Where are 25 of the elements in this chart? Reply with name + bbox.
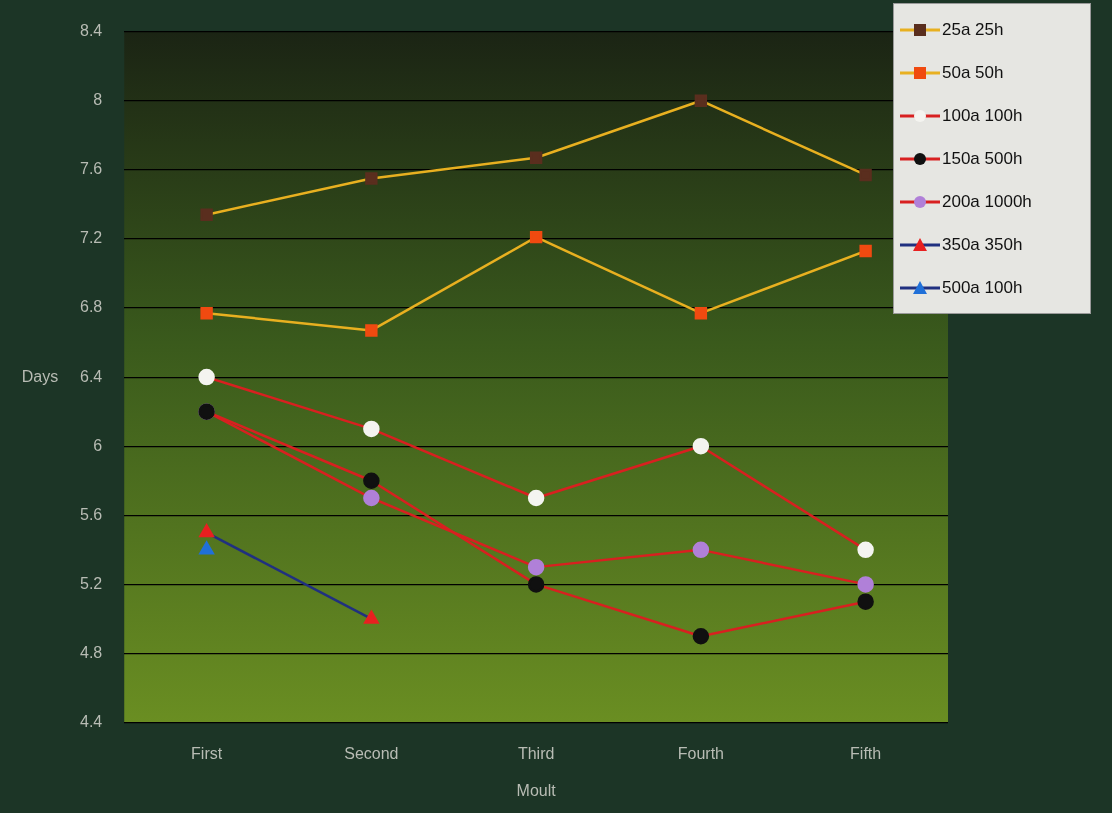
y-tick-label: 7.2 <box>79 229 103 247</box>
legend-label: 200a 1000h <box>942 191 1032 212</box>
y-tick-label: 5.2 <box>79 574 103 592</box>
x-tick-label: Fourth <box>677 744 724 762</box>
legend-label: 350a 350h <box>942 234 1023 255</box>
y-tick-label: 6.8 <box>79 298 103 316</box>
y-tick-label: 4.8 <box>79 643 103 661</box>
x-tick-label: Fifth <box>850 744 882 762</box>
legend-label: 25a 25h <box>942 19 1004 40</box>
x-tick-label: Second <box>344 744 399 762</box>
legend-label: 100a 100h <box>942 105 1023 126</box>
x-axis-title: Moult <box>516 781 557 799</box>
y-tick-label: 4.4 <box>79 713 103 731</box>
y-tick-label: 7.6 <box>79 160 103 178</box>
x-tick-label: Third <box>517 744 555 762</box>
y-tick-label: 6.4 <box>79 367 103 385</box>
legend-label: 500a 100h <box>942 277 1023 298</box>
x-tick-label: First <box>191 744 223 762</box>
legend-label: 50a 50h <box>942 62 1004 83</box>
y-tick-label: 8.4 <box>79 22 103 40</box>
legend-label: 150a 500h <box>942 148 1023 169</box>
y-tick-label: 5.6 <box>79 505 103 523</box>
y-axis-title: Days <box>21 367 59 385</box>
y-tick-label: 8 <box>93 91 103 109</box>
y-tick-label: 6 <box>93 436 103 454</box>
